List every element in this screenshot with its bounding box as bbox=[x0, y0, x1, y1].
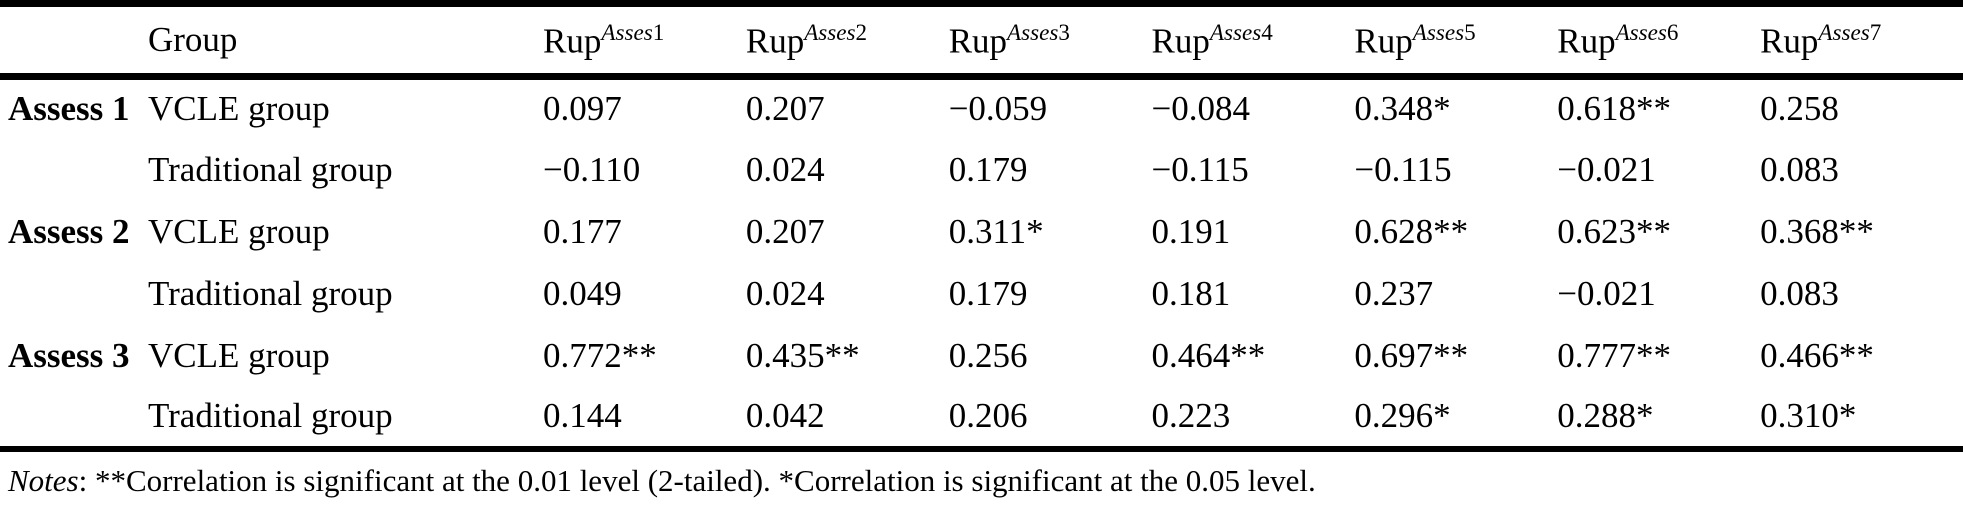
notes: Notes: **Correlation is significant at t… bbox=[0, 463, 1963, 499]
table-body: Assess 1 VCLE group 0.097 0.207 −0.059 −0.084… bbox=[0, 77, 1963, 452]
group-label: Traditional group bbox=[148, 149, 393, 189]
notes-label: Notes bbox=[8, 462, 79, 498]
correlation-value: −0.110 bbox=[543, 149, 641, 189]
assess-label: Assess 3 bbox=[8, 335, 130, 375]
correlation-value: 0.181 bbox=[1151, 273, 1231, 313]
correlation-value: 0.191 bbox=[1151, 211, 1231, 251]
correlation-value: 0.223 bbox=[1151, 386, 1355, 452]
correlation-value: 0.256 bbox=[948, 335, 1028, 375]
correlation-table: Group RupAsses1 RupAsses2 RupAsses3 RupAsse… bbox=[0, 0, 1963, 452]
corner-cell bbox=[0, 4, 148, 77]
assess-label: Assess 1 bbox=[8, 89, 130, 129]
correlation-value: 0.024 bbox=[745, 149, 825, 189]
correlation-value: −0.021 bbox=[1557, 273, 1656, 313]
correlation-value: 0.628** bbox=[1354, 211, 1469, 251]
correlation-value: 0.177 bbox=[543, 211, 622, 251]
correlation-value: 0.179 bbox=[948, 149, 1028, 189]
correlation-value: 0.237 bbox=[1354, 273, 1434, 313]
correlation-value: −0.084 bbox=[1151, 89, 1251, 129]
assess-label bbox=[0, 139, 148, 201]
table-row: Traditional group −0.110 0.024 0.179 −0.115 −… bbox=[0, 139, 1963, 201]
correlation-value: 0.258 bbox=[1760, 89, 1839, 129]
group-label: VCLE group bbox=[148, 335, 330, 375]
correlation-value: 0.466** bbox=[1760, 335, 1874, 375]
col-header-rup-asses3: RupAsses3 bbox=[948, 18, 1070, 61]
group-label: VCLE group bbox=[148, 211, 330, 251]
correlation-value: 0.207 bbox=[745, 211, 825, 251]
table-row: Assess 1 VCLE group 0.097 0.207 −0.059 −0.084… bbox=[0, 77, 1963, 139]
correlation-value: 0.618** bbox=[1557, 89, 1671, 129]
correlation-value: 0.097 bbox=[543, 89, 622, 129]
group-label: VCLE group bbox=[148, 89, 330, 129]
col-header-rup-asses7: RupAsses7 bbox=[1760, 18, 1882, 61]
correlation-value: 0.777** bbox=[1557, 335, 1671, 375]
assess-label bbox=[0, 263, 148, 325]
col-header-rup-asses6: RupAsses6 bbox=[1557, 18, 1679, 61]
group-label: Traditional group bbox=[148, 273, 393, 313]
correlation-value: 0.083 bbox=[1760, 273, 1839, 313]
table-row: Traditional group 0.049 0.024 0.179 0.181 0.2… bbox=[0, 263, 1963, 325]
notes-text: : **Correlation is significant at the 0.… bbox=[78, 462, 1316, 498]
table-row: Assess 2 VCLE group 0.177 0.207 0.311* 0.191 0… bbox=[0, 201, 1963, 263]
correlation-value: 0.368** bbox=[1760, 211, 1874, 251]
col-header-rup-asses2: RupAsses2 bbox=[745, 18, 868, 61]
col-header-rup-asses4: RupAsses4 bbox=[1151, 18, 1273, 61]
group-label: Traditional group bbox=[148, 386, 543, 452]
header-row: Group RupAsses1 RupAsses2 RupAsses3 RupAsse… bbox=[0, 4, 1963, 77]
assess-label bbox=[0, 386, 148, 452]
correlation-value: 0.144 bbox=[543, 386, 746, 452]
correlation-value: −0.021 bbox=[1557, 149, 1656, 189]
col-header-rup-asses1: RupAsses1 bbox=[543, 18, 665, 61]
correlation-value: 0.296* bbox=[1354, 386, 1558, 452]
correlation-value: 0.024 bbox=[745, 273, 825, 313]
correlation-value: 0.772** bbox=[543, 335, 657, 375]
correlation-value: 0.206 bbox=[948, 386, 1152, 452]
correlation-value: −0.115 bbox=[1151, 149, 1249, 189]
assess-label: Assess 2 bbox=[8, 211, 130, 251]
table-row: Traditional group 0.144 0.042 0.206 0.223 0.2… bbox=[0, 386, 1963, 452]
table-row: Assess 3 VCLE group 0.772** 0.435** 0.256 0.4… bbox=[0, 325, 1963, 387]
correlation-value: 0.042 bbox=[745, 386, 949, 452]
correlation-value: 0.311* bbox=[948, 211, 1044, 251]
correlation-value: 0.288* bbox=[1557, 386, 1761, 452]
correlation-value: 0.464** bbox=[1151, 335, 1266, 375]
correlation-value: 0.435** bbox=[745, 335, 860, 375]
correlation-value: 0.179 bbox=[948, 273, 1028, 313]
correlation-value: 0.623** bbox=[1557, 211, 1671, 251]
correlation-value: 0.083 bbox=[1760, 149, 1839, 189]
correlation-value: −0.059 bbox=[948, 89, 1048, 129]
group-column-header: Group bbox=[148, 20, 238, 59]
correlation-value: 0.049 bbox=[543, 273, 622, 313]
correlation-value: −0.115 bbox=[1354, 149, 1452, 189]
correlation-value: 0.348* bbox=[1354, 89, 1451, 129]
correlation-value: 0.697** bbox=[1354, 335, 1469, 375]
col-header-rup-asses5: RupAsses5 bbox=[1354, 18, 1476, 61]
correlation-value: 0.310* bbox=[1760, 386, 1963, 452]
table-header: Group RupAsses1 RupAsses2 RupAsses3 RupAsse… bbox=[0, 4, 1963, 77]
correlation-value: 0.207 bbox=[745, 89, 825, 129]
